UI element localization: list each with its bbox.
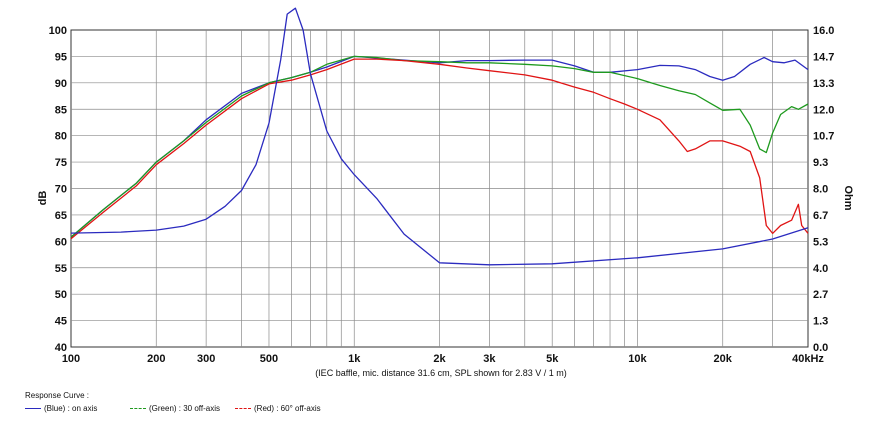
y-left-tick-label: 60 — [55, 236, 67, 248]
y-right-tick-label: 4.0 — [813, 263, 828, 275]
y-right-tick-label: 2.7 — [813, 289, 828, 301]
y-axis-left-label: dB — [37, 191, 49, 206]
x-tick-label: 500 — [260, 353, 278, 365]
y-right-tick-label: 5.3 — [813, 236, 828, 248]
x-tick-label: 2k — [433, 353, 446, 365]
y-left-tick-label: 95 — [55, 51, 67, 63]
x-tick-label: 100 — [62, 353, 80, 365]
y-left-tick-label: 100 — [49, 25, 67, 37]
chart-ticks: 100 200 300 500 1k 2k 3k 5k 10k 20k 40kHz 40 45 50 55 6… — [49, 25, 835, 365]
y-right-tick-label: 12.0 — [813, 104, 834, 116]
x-tick-label: 40kHz — [792, 353, 824, 365]
y-right-tick-label: 13.3 — [813, 78, 834, 90]
chart-caption: (IEC baffle, mic. distance 31.6 cm, SPL … — [315, 368, 567, 378]
legend-item-blue: (Blue) : on axis — [25, 404, 130, 413]
y-right-tick-label: 6.7 — [813, 210, 828, 222]
y-right-tick-label: 8.0 — [813, 184, 828, 196]
off-axis-60-curve — [70, 58, 809, 240]
impedance-curve — [70, 7, 809, 266]
legend-item-green-label: (Green) : 30 off-axis — [149, 404, 220, 413]
y-left-tick-label: 75 — [55, 157, 67, 169]
x-tick-label: 3k — [483, 353, 496, 365]
y-left-tick-label: 40 — [55, 342, 67, 354]
y-right-tick-label: 0.0 — [813, 342, 828, 354]
x-tick-label: 1k — [348, 353, 361, 365]
x-tick-label: 200 — [147, 353, 165, 365]
y-left-tick-label: 65 — [55, 210, 67, 222]
y-right-tick-label: 1.3 — [813, 316, 828, 328]
legend-item-green: (Green) : 30 off-axis — [130, 404, 235, 413]
y-axis-right-label: Ohm — [842, 185, 854, 210]
y-right-tick-label: 10.7 — [813, 131, 834, 143]
chart-grid — [70, 29, 809, 348]
legend-item-red-label: (Red) : 60° off-axis — [254, 404, 321, 413]
y-left-tick-label: 80 — [55, 131, 67, 143]
y-left-tick-label: 70 — [55, 184, 67, 196]
y-right-tick-label: 14.7 — [813, 51, 834, 63]
legend-item-red: (Red) : 60° off-axis — [235, 404, 340, 413]
y-left-tick-label: 55 — [55, 263, 67, 275]
x-tick-label: 5k — [546, 353, 559, 365]
x-tick-label: 20k — [714, 353, 733, 365]
y-left-tick-label: 50 — [55, 289, 67, 301]
off-axis-30-curve — [70, 55, 809, 238]
on-axis-curve — [70, 55, 809, 238]
x-tick-label: 300 — [197, 353, 215, 365]
y-right-tick-label: 9.3 — [813, 157, 828, 169]
x-tick-label: 10k — [628, 353, 647, 365]
chart-curves — [70, 7, 809, 266]
legend-item-blue-label: (Blue) : on axis — [44, 404, 98, 413]
y-right-tick-label: 16.0 — [813, 25, 834, 37]
legend-title: Response Curve : — [25, 391, 90, 400]
chart-legend: Response Curve : (Blue) : on axis (Green… — [25, 391, 340, 413]
y-left-tick-label: 45 — [55, 316, 67, 328]
y-left-tick-label: 85 — [55, 104, 67, 116]
y-left-tick-label: 90 — [55, 78, 67, 90]
